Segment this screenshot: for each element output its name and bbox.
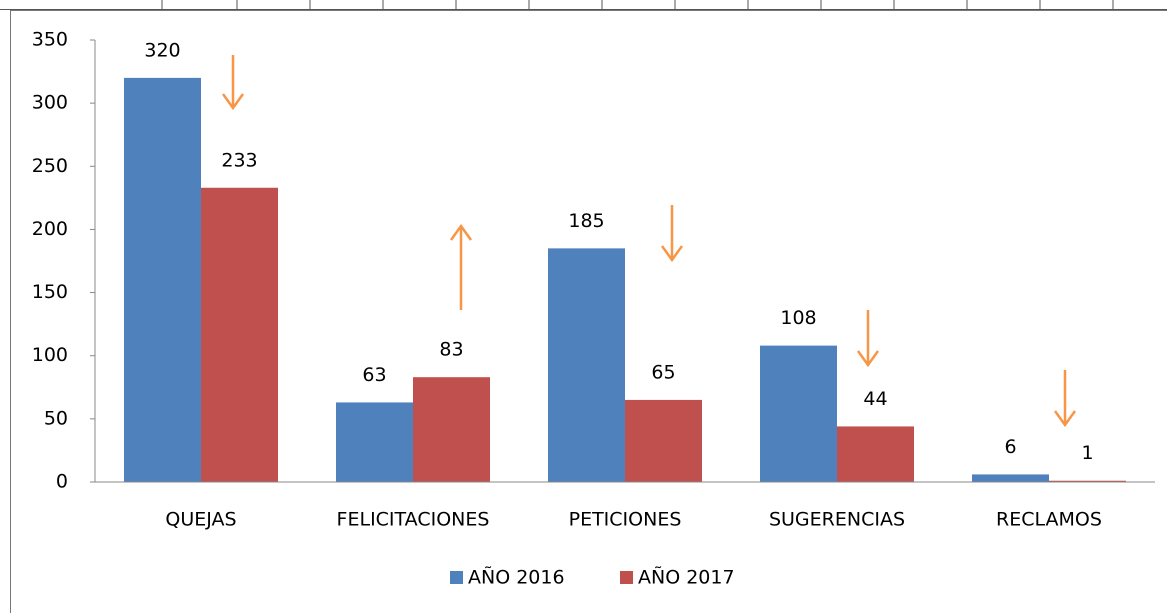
y-tick-label: 50 <box>44 407 68 429</box>
legend-swatch <box>450 571 463 584</box>
data-label: 1 <box>1081 442 1093 464</box>
data-label: 83 <box>439 339 463 361</box>
data-label: 65 <box>651 361 675 383</box>
y-tick-label: 200 <box>32 218 68 240</box>
bar <box>413 377 490 482</box>
y-tick-label: 350 <box>32 29 68 51</box>
data-label: 44 <box>863 388 887 410</box>
arrow-down <box>1053 370 1077 428</box>
y-tick-label: 150 <box>32 281 68 303</box>
y-tick-label: 0 <box>56 471 68 493</box>
bar <box>201 187 278 483</box>
bar <box>837 426 914 482</box>
arrow-up <box>449 223 473 310</box>
data-label: 185 <box>568 210 604 232</box>
bar <box>625 399 702 482</box>
y-tick-label: 100 <box>32 344 68 366</box>
data-label: 6 <box>1004 436 1016 458</box>
y-tick-label: 300 <box>32 92 68 114</box>
x-tick-label: RECLAMOS <box>996 509 1102 531</box>
bar <box>336 402 413 482</box>
x-tick-label: SUGERENCIAS <box>769 509 905 531</box>
data-label: 108 <box>780 307 816 329</box>
bar <box>972 474 1049 482</box>
legend-label: AÑO 2016 <box>468 566 565 589</box>
y-tick-label: 250 <box>32 155 68 177</box>
spreadsheet-strip <box>0 0 1167 10</box>
data-label: 63 <box>362 364 386 386</box>
bar <box>760 345 837 482</box>
bar <box>548 248 625 482</box>
x-tick-label: QUEJAS <box>165 509 236 531</box>
legend-label: AÑO 2017 <box>638 566 735 589</box>
arrow-down <box>856 310 880 368</box>
arrows <box>221 55 1077 428</box>
bar <box>1049 480 1126 482</box>
data-label: 233 <box>221 149 257 171</box>
data-label: 320 <box>144 39 180 61</box>
bar <box>124 77 201 482</box>
chart-frame <box>10 10 1167 613</box>
arrow-down <box>221 55 245 111</box>
x-tick-label: FELICITACIONES <box>337 509 490 531</box>
legend-swatch <box>620 571 633 584</box>
arrow-down <box>660 205 684 263</box>
x-tick-label: PETICIONES <box>569 509 682 531</box>
